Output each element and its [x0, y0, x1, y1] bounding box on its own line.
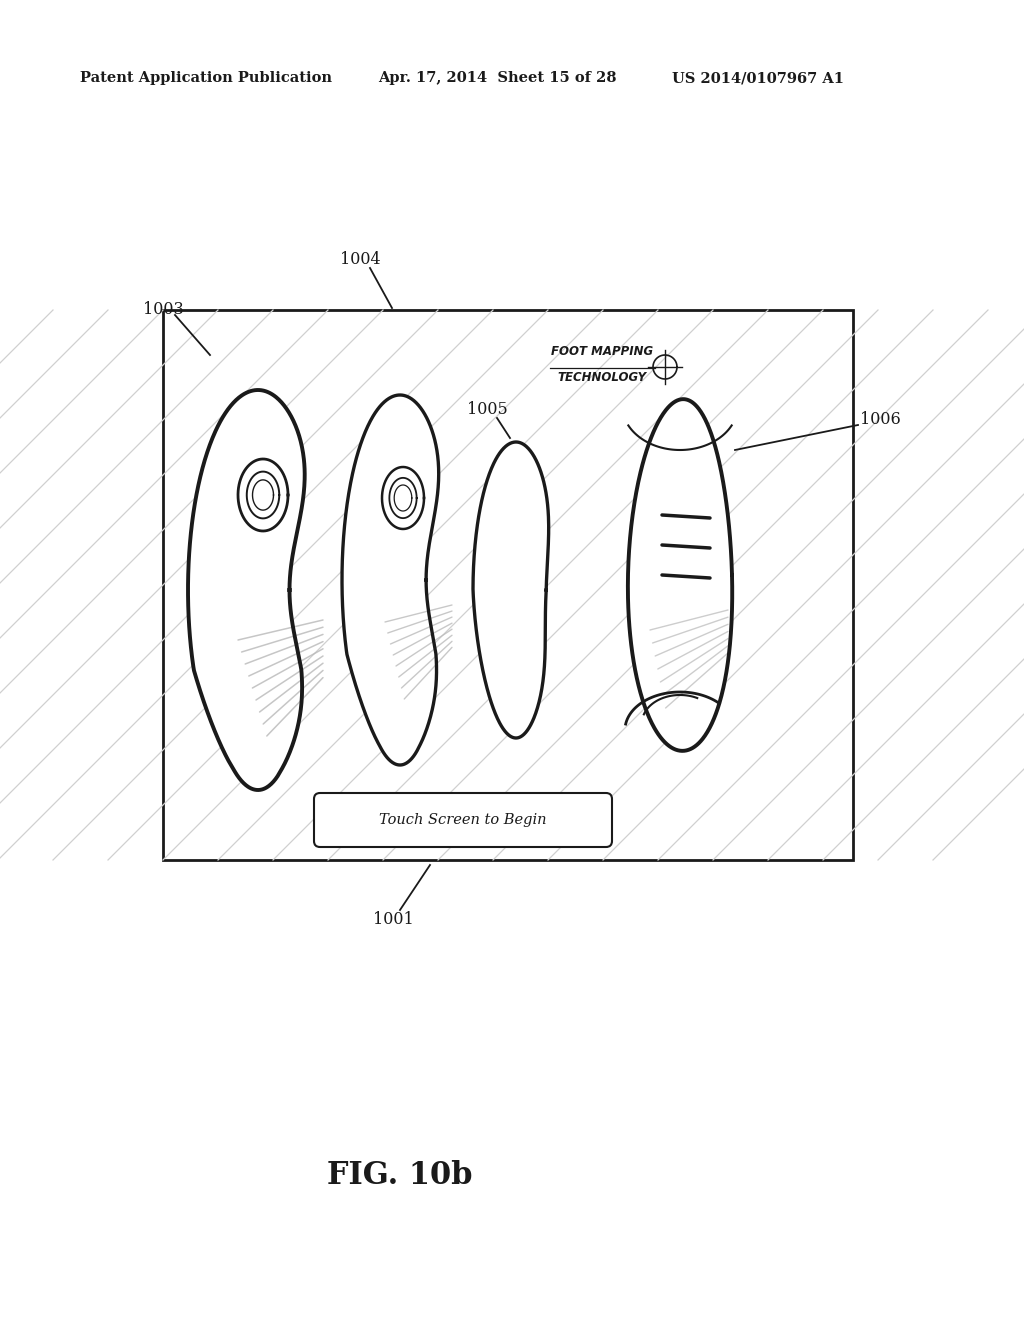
Polygon shape: [238, 459, 288, 531]
Bar: [163, 310, 853, 861]
Text: FIG. 10b: FIG. 10b: [328, 1159, 473, 1191]
Text: 1003: 1003: [142, 301, 183, 318]
Polygon shape: [342, 395, 438, 766]
Text: Touch Screen to Begin: Touch Screen to Begin: [379, 813, 547, 828]
Text: Apr. 17, 2014  Sheet 15 of 28: Apr. 17, 2014 Sheet 15 of 28: [378, 71, 616, 84]
Text: Patent Application Publication: Patent Application Publication: [80, 71, 332, 84]
Text: FOOT MAPPING: FOOT MAPPING: [551, 345, 653, 358]
Polygon shape: [473, 442, 549, 738]
Text: 1006: 1006: [860, 412, 901, 429]
Polygon shape: [628, 399, 732, 751]
Polygon shape: [382, 467, 424, 529]
Text: US 2014/0107967 A1: US 2014/0107967 A1: [672, 71, 844, 84]
Text: TECHNOLOGY: TECHNOLOGY: [557, 371, 646, 384]
Text: 1001: 1001: [373, 912, 414, 928]
Text: 1005: 1005: [467, 401, 507, 418]
Polygon shape: [389, 478, 417, 519]
Polygon shape: [188, 389, 305, 789]
Polygon shape: [253, 480, 273, 510]
Polygon shape: [247, 471, 280, 519]
FancyBboxPatch shape: [314, 793, 612, 847]
Polygon shape: [394, 484, 412, 511]
Text: 1004: 1004: [340, 252, 380, 268]
